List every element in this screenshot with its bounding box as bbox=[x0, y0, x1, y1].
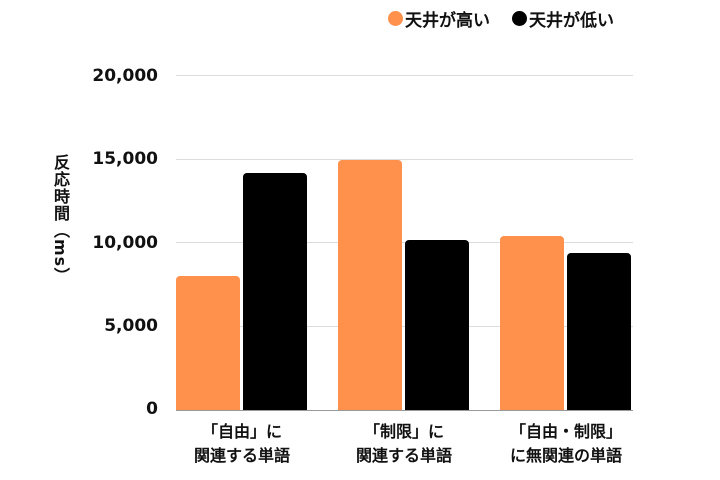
bar bbox=[338, 159, 402, 410]
x-category-label: 「自由・制限」 に無関連の単語 bbox=[481, 420, 651, 468]
x-label-line: に無関連の単語 bbox=[509, 446, 622, 465]
gridline bbox=[176, 242, 633, 243]
y-tick: 0 bbox=[146, 399, 158, 419]
bar bbox=[500, 236, 564, 410]
legend-label: 天井が低い bbox=[529, 11, 614, 31]
x-label-line: 「自由・制限」 bbox=[509, 422, 622, 441]
y-tick: 15,000 bbox=[92, 149, 158, 169]
legend-swatch-black-icon bbox=[512, 11, 527, 26]
x-axis-line bbox=[176, 410, 633, 411]
x-label-line: 「制限」に bbox=[363, 422, 444, 441]
gridline bbox=[176, 159, 633, 160]
x-category-label: 「自由」に 関連する単語 bbox=[157, 420, 327, 468]
x-category-label: 「制限」に 関連する単語 bbox=[319, 420, 489, 468]
x-label-line: 関連する単語 bbox=[355, 446, 452, 465]
bar bbox=[243, 173, 307, 410]
legend: 天井が高い 天井が低い bbox=[388, 6, 614, 31]
legend-item-low-ceiling: 天井が低い bbox=[512, 6, 614, 31]
bar bbox=[176, 276, 240, 410]
y-tick: 20,000 bbox=[92, 66, 158, 86]
legend-swatch-orange-icon bbox=[388, 11, 403, 26]
bar bbox=[567, 252, 631, 410]
bar bbox=[405, 240, 469, 410]
gridline bbox=[176, 75, 633, 76]
legend-label: 天井が高い bbox=[405, 11, 490, 31]
y-tick: 5,000 bbox=[104, 316, 158, 336]
y-axis-label: 反応時間（ms） bbox=[51, 154, 70, 285]
x-label-line: 「自由」に bbox=[201, 422, 282, 441]
y-tick: 10,000 bbox=[92, 233, 158, 253]
gridline bbox=[176, 326, 633, 327]
legend-item-high-ceiling: 天井が高い bbox=[388, 6, 490, 31]
x-label-line: 関連する単語 bbox=[193, 446, 290, 465]
